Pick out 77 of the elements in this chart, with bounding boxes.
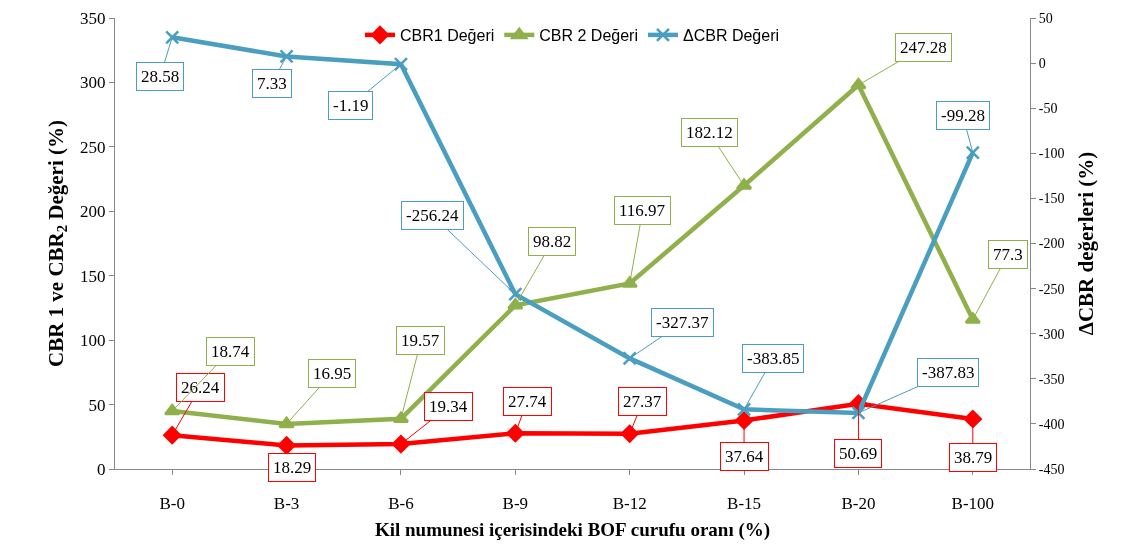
point	[735, 411, 754, 430]
point	[164, 403, 181, 416]
point	[164, 30, 180, 45]
data-label: 19.34	[429, 397, 468, 416]
x-axis-title: Kil numunesi içerisindeki BOF curufu oranı (%)	[374, 519, 771, 541]
annotation: 77.3	[993, 245, 1023, 264]
data-label: 18.29	[273, 458, 312, 477]
y-tick-label: 100	[80, 331, 106, 351]
data-label: 7.33	[257, 74, 287, 93]
x-tick-label: B-3	[273, 494, 300, 514]
data-label: 27.74	[508, 392, 547, 411]
data-label: -1.19	[333, 96, 369, 115]
x-tick-label: B-20	[841, 494, 876, 514]
point	[508, 286, 523, 302]
y-tick-label: 300	[80, 73, 106, 93]
y2-tick-label: 50	[1038, 10, 1053, 26]
legend-label: CBR1 Değeri	[400, 27, 495, 45]
y2-tick-label: -450	[1038, 461, 1065, 477]
y2-tick-label: -250	[1038, 281, 1065, 297]
point	[393, 56, 409, 72]
point	[965, 145, 981, 160]
annotation: 116.97	[619, 201, 666, 220]
data-label: -387.83	[922, 363, 975, 382]
point	[622, 351, 637, 366]
point	[279, 49, 294, 64]
y-tick-label: 0	[97, 459, 106, 479]
point	[620, 424, 639, 443]
x-tick-label: B-12	[612, 494, 647, 514]
y-tick-label: 50	[88, 395, 106, 415]
annotation: 182.12	[686, 123, 733, 142]
x-tick-label: B-6	[388, 494, 414, 514]
x-tick-label: B-9	[502, 494, 529, 514]
data-label: 38.79	[954, 448, 993, 467]
y2-tick-label: -200	[1038, 236, 1065, 252]
legend-label: ΔCBR Değeri	[682, 27, 780, 45]
point	[506, 424, 525, 443]
y-tick-label: 350	[80, 8, 106, 28]
y2-tick-label: 0	[1038, 56, 1046, 71]
y2-tick-label: -50	[1038, 101, 1058, 117]
point	[277, 436, 296, 455]
data-label: -99.28	[941, 106, 985, 125]
y-tick-label: 150	[80, 266, 106, 286]
data-label: -383.85	[747, 349, 800, 368]
y2-tick-label: -350	[1038, 371, 1065, 387]
point	[391, 435, 410, 454]
data-label: 50.69	[839, 444, 878, 463]
x-tick-label: B-0	[159, 494, 185, 514]
y2-tick-label: -150	[1038, 191, 1065, 207]
y2-tick-label: -400	[1038, 416, 1065, 432]
annotation: 98.82	[533, 232, 572, 251]
data-label: 28.58	[141, 67, 180, 86]
data-label: 37.64	[725, 447, 764, 466]
data-label: 26.24	[181, 378, 220, 397]
point	[163, 426, 182, 445]
x-tick-label: B-100	[951, 494, 995, 514]
annotation: 16.95	[313, 364, 352, 383]
y2-tick-label: -100	[1038, 146, 1065, 162]
point	[851, 405, 866, 421]
point	[963, 409, 982, 429]
y-tick-label: 200	[80, 202, 106, 222]
point	[278, 416, 295, 429]
data-label: -327.37	[656, 313, 709, 332]
y2-tick-label: -300	[1038, 326, 1065, 342]
y2-axis-title: ΔCBR değerleri (%)	[1073, 151, 1098, 336]
annotation: 247.28	[900, 38, 947, 57]
legend-label: CBR 2 Değeri	[539, 27, 638, 45]
point	[736, 402, 752, 417]
data-label: 27.37	[623, 392, 662, 411]
point	[850, 77, 867, 90]
point	[621, 276, 638, 288]
x-tick-label: B-15	[727, 494, 762, 514]
data-label: -256.24	[406, 206, 459, 225]
point	[507, 298, 524, 310]
y-tick-label: 250	[80, 137, 106, 157]
annotation: 19.57	[401, 331, 440, 350]
point	[964, 312, 981, 324]
annotation: 18.74	[211, 342, 250, 361]
